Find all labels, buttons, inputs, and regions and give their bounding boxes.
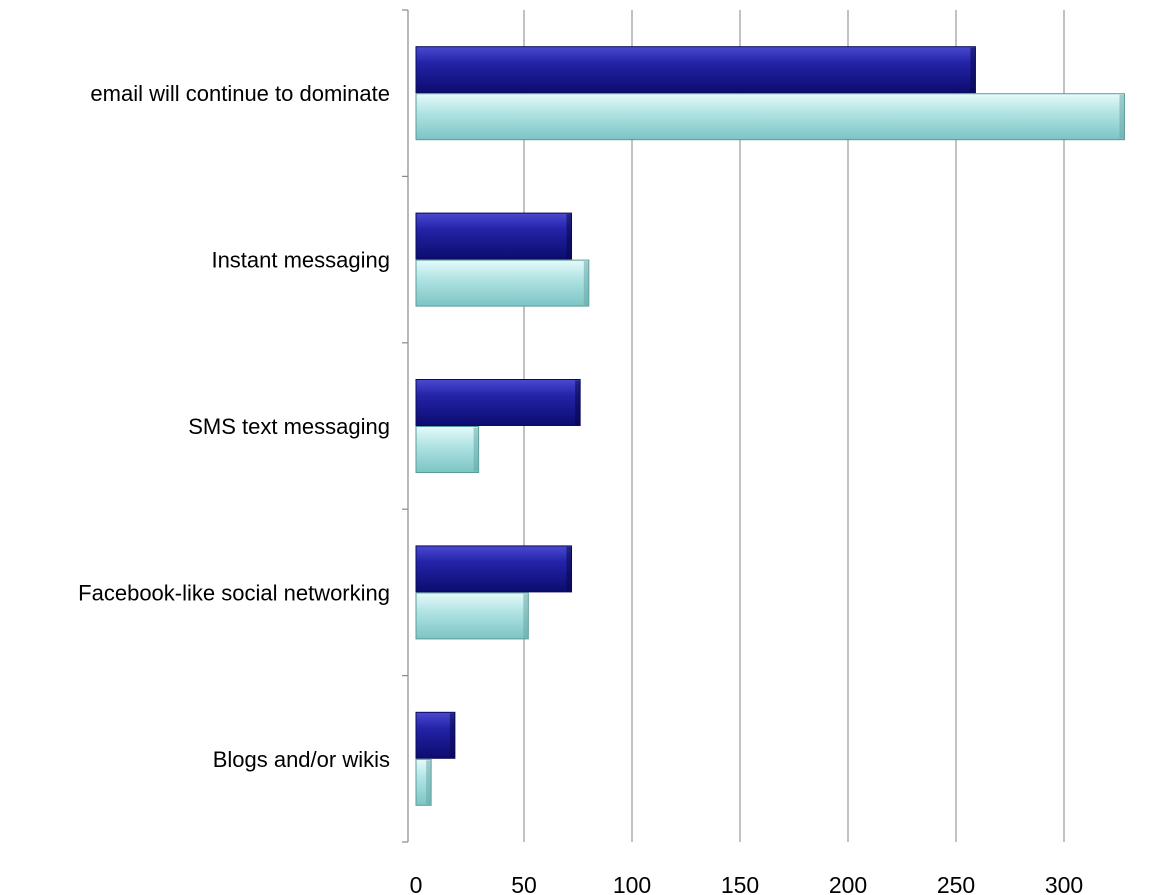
bar-edge [583,261,589,306]
bar-light-3 [415,592,529,640]
bar-edge [1119,94,1125,139]
x-tick-label: 300 [1045,872,1083,895]
bar-edge [473,427,479,472]
bar-dark-0 [415,46,976,94]
category-label: SMS text messaging [188,414,390,439]
bar-edge [523,593,529,638]
x-tick-label: 250 [937,872,975,895]
bar-light-2 [415,426,480,473]
bar-dark-3 [415,545,573,593]
category-label: Instant messaging [211,248,390,273]
gridlines [523,10,1065,842]
bar-edge [426,760,432,805]
category-label: email will continue to dominate [90,81,390,106]
category-label: Blogs and/or wikis [213,747,390,772]
x-tick-labels: 0501001502002503003 [410,872,1084,895]
bar-edge [575,380,581,425]
bar-edge [566,546,572,591]
bar-edge [566,214,572,259]
bar-edge [970,47,976,92]
bar-light-0 [415,93,1125,141]
x-tick-label: 100 [613,872,651,895]
category-labels: email will continue to dominate Instant m… [78,81,390,772]
bars [415,46,1125,806]
x-tick-label: 50 [511,872,537,895]
x-tick-label: 200 [829,872,867,895]
bar-dark-2 [415,379,581,426]
y-axis [402,9,409,843]
bar-light-1 [415,259,590,307]
bar-dark-1 [415,212,573,260]
bar-dark-4 [415,711,456,759]
bar-edge [449,713,455,758]
x-tick-label: 0 [410,872,423,895]
category-label: Facebook-like social networking [78,580,390,605]
x-tick-label: 150 [721,872,759,895]
